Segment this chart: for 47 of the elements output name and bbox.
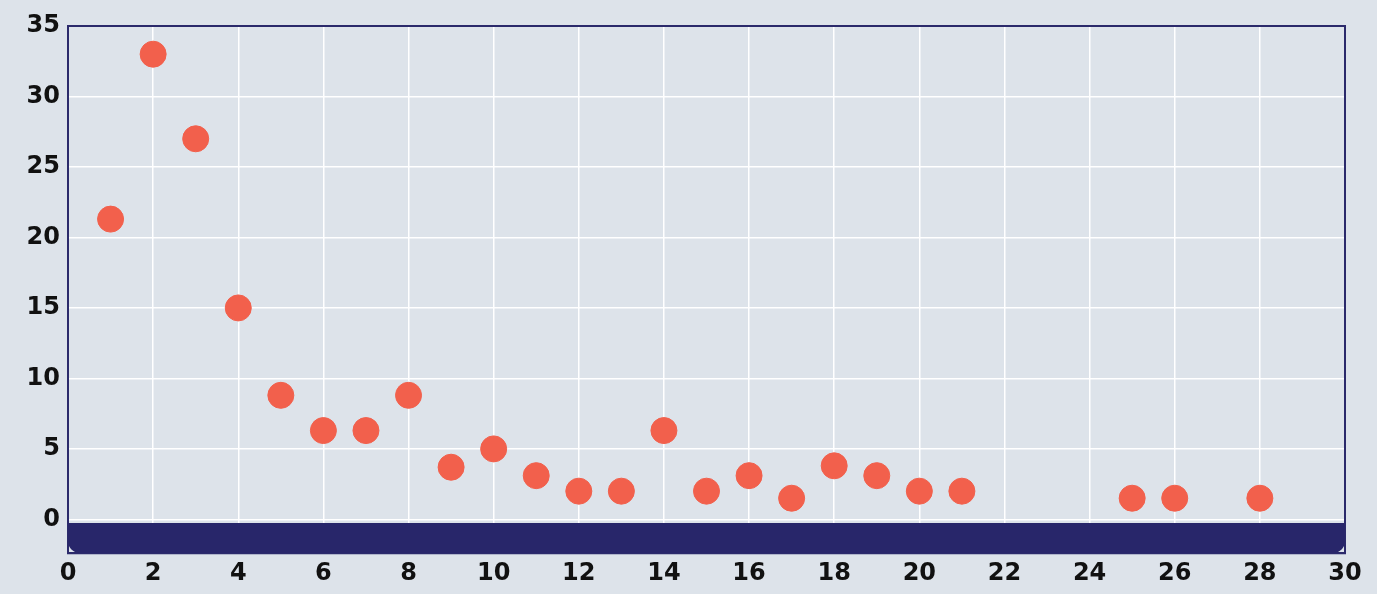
x-tick-label: 28 xyxy=(1243,557,1277,586)
point xyxy=(224,294,252,322)
point xyxy=(735,462,763,490)
point xyxy=(480,435,508,463)
x-tick-label: 12 xyxy=(562,557,596,586)
point xyxy=(97,205,125,233)
y-tick-label: 20 xyxy=(26,221,60,250)
point xyxy=(267,381,295,409)
y-tick-label: 5 xyxy=(43,433,60,462)
point xyxy=(650,417,678,445)
x-tick-label: 20 xyxy=(902,557,937,586)
point xyxy=(948,477,976,505)
point xyxy=(309,417,337,445)
y-tick-label: 10 xyxy=(26,362,60,391)
x-tick-label: 16 xyxy=(732,557,766,586)
x-tick-label: 14 xyxy=(647,557,681,586)
y-tick-label: 35 xyxy=(26,10,60,39)
x-tick-label: 8 xyxy=(400,557,417,586)
y-tick-label: 0 xyxy=(43,503,60,532)
point xyxy=(1118,484,1146,512)
point xyxy=(352,417,380,445)
point xyxy=(395,381,423,409)
point xyxy=(778,484,806,512)
point xyxy=(1246,484,1274,512)
x-tick-label: 18 xyxy=(817,557,851,586)
x-tick-label: 24 xyxy=(1072,557,1107,586)
x-tick-label: 2 xyxy=(144,557,162,586)
point xyxy=(607,477,635,505)
point xyxy=(863,462,891,490)
x-tick-label: 30 xyxy=(1328,557,1362,586)
point xyxy=(522,462,550,490)
x-tick-label: 22 xyxy=(987,557,1022,586)
point xyxy=(1161,484,1189,512)
y-tick-label: 30 xyxy=(26,80,60,109)
x-tick-label: 10 xyxy=(476,557,511,586)
y-tick-label: 25 xyxy=(26,151,60,180)
point xyxy=(693,477,720,505)
point xyxy=(905,477,933,505)
x-tick-label: 6 xyxy=(315,557,332,586)
point xyxy=(139,40,167,68)
point xyxy=(437,453,465,481)
x-tick-label: 4 xyxy=(229,557,247,586)
point xyxy=(182,125,210,153)
point xyxy=(820,452,848,480)
x-tick-label: 26 xyxy=(1158,557,1192,586)
point xyxy=(565,477,593,505)
y-tick-label: 15 xyxy=(26,292,60,321)
